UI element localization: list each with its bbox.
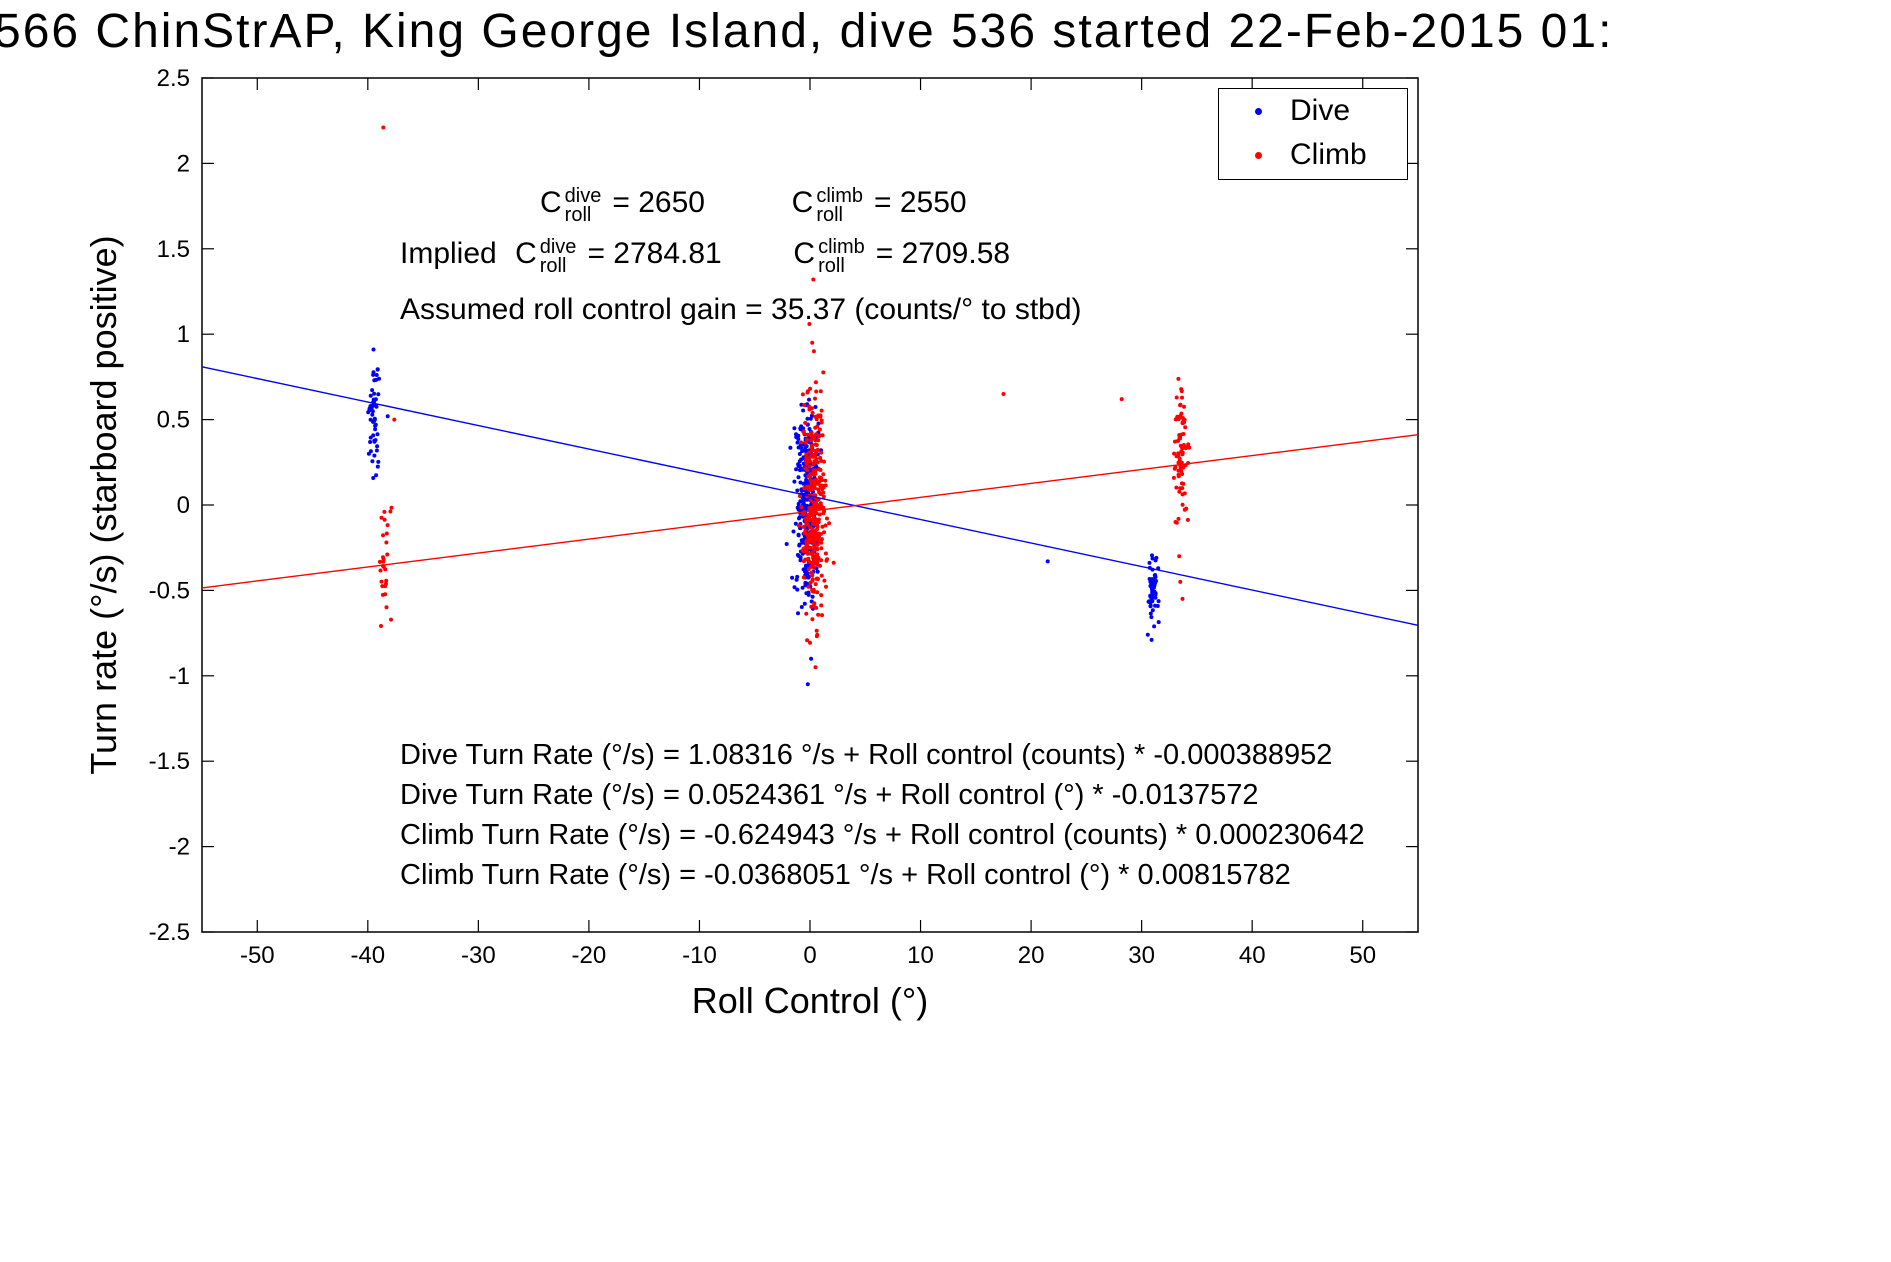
x-tick-label: -30	[461, 942, 496, 969]
y-tick-label: 0	[177, 492, 190, 519]
implied-prefix: Implied	[400, 237, 497, 270]
legend-entry-climb: Climb	[1219, 133, 1407, 177]
legend-marker-dive-icon	[1255, 107, 1262, 115]
sup-dive: dive	[539, 236, 577, 258]
fit-line-dive	[201, 366, 1419, 626]
croll-dive-value: = 2650	[612, 186, 705, 219]
sub-roll: roll	[816, 204, 843, 226]
y-tick-label: 0.5	[157, 407, 190, 434]
x-tick-label: -10	[682, 942, 717, 969]
c-symbol: C	[793, 237, 816, 270]
c-symbol: C	[791, 186, 814, 219]
plot-title: 566 ChinStrAP, King George Island, dive …	[0, 5, 1614, 58]
y-tick-label: 1	[177, 321, 190, 348]
sub-roll: roll	[539, 255, 567, 277]
x-tick-label: 30	[1128, 942, 1155, 969]
sub-roll: roll	[818, 255, 845, 277]
legend-label-climb: Climb	[1290, 138, 1367, 171]
equation-climb-counts: Climb Turn Rate (°/s) = -0.624943 °/s + …	[400, 819, 1365, 851]
annotation-equations: Dive Turn Rate (°/s) = 1.08316 °/s + Rol…	[400, 735, 1365, 895]
y-tick-label: 2	[177, 150, 190, 177]
x-tick-label: 40	[1239, 942, 1266, 969]
y-axis-label: Turn rate (°/s) (starboard positive)	[83, 235, 124, 775]
c-symbol: C	[515, 237, 537, 270]
x-tick-label: 10	[907, 942, 934, 969]
y-tick-label: -1	[169, 663, 190, 690]
implied-climb-value: = 2709.58	[875, 237, 1011, 270]
x-tick-label: -50	[240, 942, 275, 969]
y-tick-label: -0.5	[149, 577, 190, 604]
x-tick-label: 0	[803, 942, 816, 969]
y-tick-label: -2	[169, 834, 190, 861]
scatter-climb	[377, 125, 1192, 670]
x-tick-label: -40	[350, 942, 385, 969]
y-tick-label: 1.5	[157, 236, 190, 263]
legend-label-dive: Dive	[1290, 94, 1351, 127]
x-tick-labels: -50 -40 -30 -20 -10 0 10 20 30 40 50	[240, 942, 1376, 969]
implied-dive-value: = 2784.81	[587, 237, 722, 270]
y-tick-label: -1.5	[149, 748, 190, 775]
sup-climb: climb	[816, 185, 863, 207]
croll-climb-script: climb roll	[818, 236, 865, 277]
annotation-gain: Assumed roll control gain = 35.37 (count…	[400, 293, 1082, 326]
sup-dive: dive	[564, 185, 602, 207]
equation-dive-degrees: Dive Turn Rate (°/s) = 0.0524361 °/s + R…	[400, 779, 1259, 811]
croll-climb-script: climb roll	[816, 185, 863, 226]
equation-dive-counts: Dive Turn Rate (°/s) = 1.08316 °/s + Rol…	[400, 739, 1333, 771]
x-axis-label: Roll Control (°)	[691, 980, 929, 1021]
croll-dive-script: dive roll	[564, 185, 602, 226]
y-tick-label: 2.5	[157, 65, 190, 92]
fit-line-climb	[201, 434, 1419, 589]
x-tick-label: 50	[1349, 942, 1376, 969]
x-tick-label: -20	[572, 942, 607, 969]
sup-climb: climb	[818, 236, 865, 258]
legend-marker-climb-icon	[1255, 151, 1262, 159]
tick-marks	[202, 77, 1418, 933]
x-tick-label: 20	[1018, 942, 1045, 969]
y-tick-label: -2.5	[149, 919, 190, 946]
y-tick-labels: -2.5 -2 -1.5 -1 -0.5 0 0.5 1 1.5 2 2.5	[149, 65, 190, 946]
equation-climb-degrees: Climb Turn Rate (°/s) = -0.0368051 °/s +…	[400, 859, 1291, 891]
legend: Dive Climb	[1218, 88, 1408, 180]
croll-climb-value: = 2550	[874, 186, 967, 219]
c-symbol: C	[540, 186, 562, 219]
croll-dive-script: dive roll	[539, 236, 577, 277]
legend-entry-dive: Dive	[1219, 89, 1407, 133]
sub-roll: roll	[564, 204, 592, 226]
